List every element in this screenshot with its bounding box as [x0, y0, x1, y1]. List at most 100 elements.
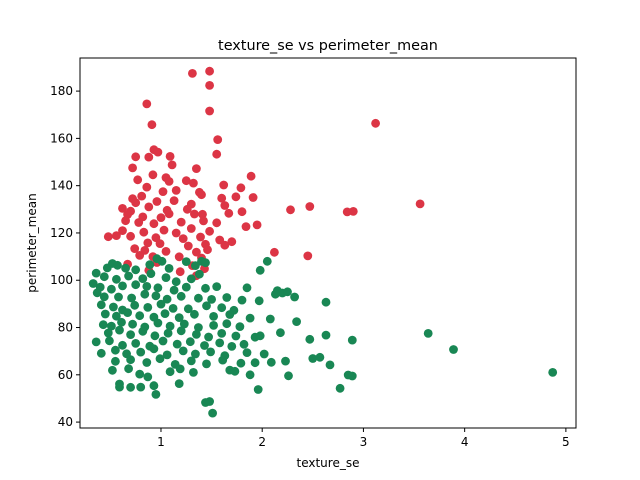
scatter-point: [149, 381, 159, 391]
scatter-point: [150, 331, 160, 341]
scatter-point: [335, 383, 345, 393]
scatter-point: [168, 304, 178, 313]
scatter-point: [205, 81, 215, 90]
scatter-point: [143, 372, 153, 382]
scatter-point: [253, 385, 263, 394]
scatter-point: [111, 356, 120, 366]
scatter-point: [220, 201, 230, 210]
scatter-point: [112, 231, 121, 241]
scatter-point: [449, 345, 458, 354]
scatter-point: [135, 311, 145, 321]
y-tick-label: 140: [50, 179, 73, 193]
scatter-point: [201, 283, 210, 293]
scatter-point: [208, 408, 218, 418]
scatter-point: [96, 300, 106, 310]
scatter-point: [149, 344, 159, 354]
scatter-point: [91, 268, 101, 278]
scatter-point: [99, 292, 109, 302]
scatter-point: [305, 334, 315, 344]
scatter-point: [100, 309, 110, 319]
scatter-point: [189, 178, 198, 188]
scatter-point: [231, 331, 241, 341]
scatter-point: [204, 332, 214, 342]
scatter-point: [171, 228, 181, 238]
scatter-point: [262, 256, 272, 266]
scatter-point: [196, 232, 205, 242]
scatter-point: [144, 202, 154, 212]
scatter-point: [131, 265, 141, 275]
scatter-point: [142, 99, 152, 109]
scatter-point: [197, 190, 206, 200]
scatter-point: [178, 234, 188, 244]
scatter-point: [161, 273, 171, 282]
scatter-point: [205, 106, 215, 116]
scatter-point: [222, 293, 232, 302]
scatter-point: [174, 252, 184, 262]
scatter-point: [126, 355, 135, 365]
scatter-point: [112, 274, 121, 284]
scatter-point: [169, 196, 179, 206]
scatter-point: [237, 207, 247, 217]
scatter-point: [135, 369, 145, 379]
scatter-point: [217, 303, 227, 313]
scatter-point: [252, 220, 262, 230]
scatter-point: [130, 300, 140, 310]
scatter-point: [118, 226, 127, 236]
scatter-point: [347, 335, 357, 345]
scatter-point: [103, 232, 113, 242]
scatter-point: [179, 319, 189, 329]
scatter-point: [91, 337, 101, 347]
scatter-point: [270, 247, 279, 257]
scatter-point: [148, 170, 158, 180]
scatter-point: [124, 364, 133, 374]
scatter-point: [188, 69, 197, 78]
scatter-point: [237, 295, 247, 305]
scatter-point: [185, 337, 195, 347]
scatter-point: [266, 357, 276, 367]
scatter-point: [164, 264, 174, 273]
scatter-point: [124, 271, 133, 281]
scatter-point: [126, 330, 135, 339]
scatter-point: [207, 295, 217, 304]
scatter-point: [218, 355, 228, 365]
scatter-point: [194, 323, 203, 332]
scatter-point: [548, 368, 558, 377]
scatter-point: [133, 175, 143, 185]
scatter-point: [174, 313, 184, 322]
scatter-point: [236, 358, 246, 368]
scatter-point: [118, 204, 127, 213]
scatter-point: [155, 239, 165, 249]
scatter-point: [308, 354, 318, 363]
scatter-point: [164, 209, 174, 219]
scatter-point: [134, 218, 144, 227]
scatter-point: [143, 303, 153, 312]
scatter-point: [220, 240, 230, 250]
scatter-point: [121, 216, 130, 226]
y-tick-label: 120: [50, 226, 73, 240]
scatter-point: [164, 177, 174, 186]
scatter-point: [245, 313, 255, 323]
y-tick-label: 80: [58, 321, 73, 335]
scatter-point: [212, 218, 222, 228]
scatter-point: [215, 338, 225, 348]
scatter-point: [183, 241, 193, 251]
scatter-point: [192, 247, 201, 257]
scatter-point: [199, 216, 208, 226]
scatter-point: [160, 309, 170, 318]
scatter-point: [171, 277, 181, 287]
scatter-point: [158, 336, 168, 346]
scatter-point: [255, 265, 265, 275]
scatter-point: [190, 209, 199, 219]
scatter-point: [182, 204, 192, 214]
y-tick-label: 180: [50, 84, 73, 98]
scatter-point: [126, 231, 135, 241]
scatter-point: [103, 328, 113, 338]
x-axis-ticks: 1 2 3 4 5: [157, 428, 570, 449]
scatter-point: [246, 171, 256, 181]
scatter-point: [136, 347, 146, 357]
scatter-point: [217, 193, 227, 203]
scatter-point: [205, 397, 215, 406]
scatter-point: [174, 379, 184, 388]
scatter-point: [186, 274, 196, 284]
